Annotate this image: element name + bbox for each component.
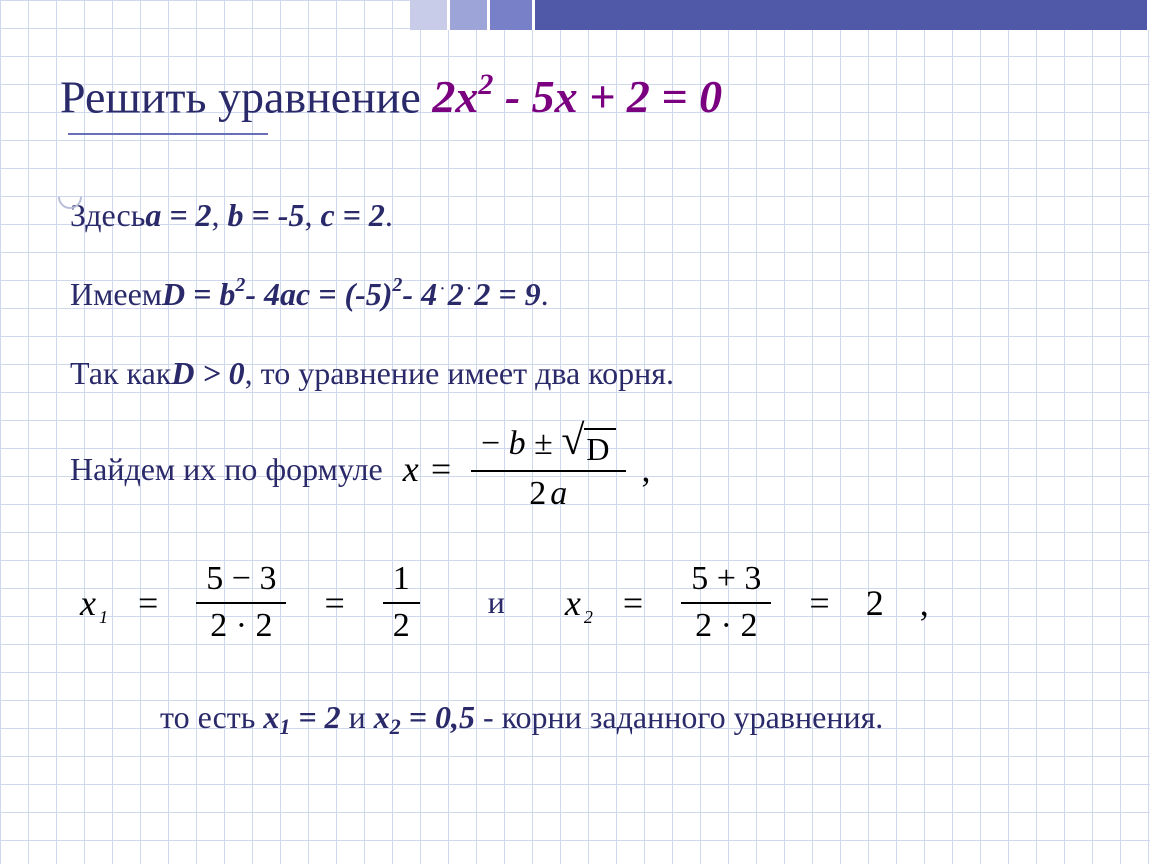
x2-sub: 2: [584, 607, 593, 627]
x2-den1: 2 · 2: [685, 604, 767, 649]
line-formula: Найдем их по формуле x = − b ± √D 2a ,: [70, 422, 1090, 517]
concl-prefix: то есть: [160, 699, 263, 735]
concl-suffix: - корни заданного уравнения.: [483, 699, 883, 735]
cond: D > 0: [171, 343, 244, 404]
concl-x2val: = 0,5: [401, 699, 475, 735]
line-condition: Так как D > 0 , то уравнение имеет два к…: [70, 343, 1090, 404]
coef-b: b = -5: [228, 185, 305, 246]
num-neg: −: [481, 425, 509, 462]
x1-den1: 2 · 2: [200, 604, 282, 649]
line3-prefix: Так как: [70, 343, 171, 404]
roots-calculation: x1 = 5 − 3 2 · 2 = 1 2 и x2 = 5 + 3 2 · …: [80, 557, 1090, 649]
concl-x1val: = 2: [290, 699, 340, 735]
sqrt-wrap: √D: [561, 425, 615, 468]
x2-label: x2: [565, 582, 593, 624]
x1-sub: 1: [99, 607, 108, 627]
eq1: =: [138, 582, 158, 624]
num-b: b: [509, 425, 526, 462]
eq4: =: [809, 582, 829, 624]
x2-frac1: 5 + 3 2 · 2: [681, 557, 771, 649]
top-decorative-bar: [410, 0, 1150, 30]
concl-x1sub: 1: [279, 714, 290, 739]
disc-d3: - 4: [402, 264, 437, 325]
coef-c: c = 2: [320, 185, 384, 246]
dot2: ·: [466, 270, 473, 308]
bar-seg-3: [490, 0, 535, 30]
roots-comma: ,: [920, 582, 929, 624]
title-underline: [68, 133, 268, 135]
roots-separator: и: [488, 584, 505, 621]
formula-fraction: − b ± √D 2a: [471, 422, 626, 517]
formula-x: x: [403, 435, 419, 503]
eq-rest: - 5х + 2 = 0: [505, 71, 722, 122]
x1-frac1: 5 − 3 2 · 2: [196, 557, 286, 649]
line-discriminant: Имеем D = b2 - 4ac = (-5)2 - 4·2·2 = 9.: [70, 264, 1090, 325]
body-text: Здесь a = 2, b = -5, c = 2. Имеем D = b2…: [70, 185, 1090, 517]
x1-num1: 5 − 3: [196, 557, 286, 602]
formula-eq: =: [429, 435, 453, 503]
x1-den2: 2: [383, 604, 420, 649]
eq2: =: [324, 582, 344, 624]
den-2: 2: [529, 475, 546, 512]
disc-d4: 2: [448, 264, 464, 325]
formula-comma: ,: [642, 435, 651, 503]
concl-x2sub: 2: [390, 714, 401, 739]
formula-denominator: 2a: [519, 472, 577, 517]
eq3: =: [623, 582, 643, 624]
bar-seg-4: [535, 0, 1150, 30]
sqrt-sign: √: [561, 425, 584, 459]
line3-post: , то уравнение имеет два корня.: [245, 343, 674, 404]
disc-exp2: 2: [392, 266, 402, 304]
disc-d2: - 4ac = (-5): [245, 264, 392, 325]
bar-seg-1: [410, 0, 450, 30]
eq-coef: 2х: [432, 71, 478, 122]
conclusion: то есть x1 = 2 и x2 = 0,5 - корни заданн…: [160, 699, 1090, 736]
dot1: ·: [439, 270, 446, 308]
line-coefficients: Здесь a = 2, b = -5, c = 2.: [70, 185, 1090, 246]
line2-prefix: Имеем: [70, 264, 162, 325]
x1-x: x: [80, 583, 96, 623]
sqrt-D: D: [584, 428, 615, 468]
concl-sep: и: [349, 699, 374, 735]
quadratic-formula: x = − b ± √D 2a ,: [403, 422, 651, 517]
title-equation: 2х2 - 5х + 2 = 0: [432, 71, 722, 122]
disc-d: D = b: [162, 264, 235, 325]
formula-numerator: − b ± √D: [471, 422, 626, 470]
slide-title: Решить уравнение 2х2 - 5х + 2 = 0: [60, 70, 1090, 123]
coef-a: a = 2: [145, 185, 211, 246]
line4-text: Найдем их по формуле: [70, 439, 383, 500]
concl-x1: x: [263, 699, 279, 735]
x1-label: x1: [80, 582, 108, 624]
disc-d5: 2 = 9: [474, 264, 540, 325]
den-a: a: [550, 475, 567, 512]
num-pm: ±: [526, 425, 562, 462]
title-prefix: Решить уравнение: [60, 71, 432, 122]
eq-exp: 2: [478, 68, 493, 101]
slide-content: Решить уравнение 2х2 - 5х + 2 = 0 Здесь …: [0, 0, 1150, 736]
disc-exp1: 2: [235, 266, 245, 304]
concl-x2: x: [374, 699, 390, 735]
x2-result: 2: [866, 582, 884, 624]
x2-num1: 5 + 3: [681, 557, 771, 602]
bar-seg-2: [450, 0, 490, 30]
x1-num2: 1: [383, 557, 420, 602]
x2-x: x: [565, 583, 581, 623]
x1-frac2: 1 2: [383, 557, 420, 649]
